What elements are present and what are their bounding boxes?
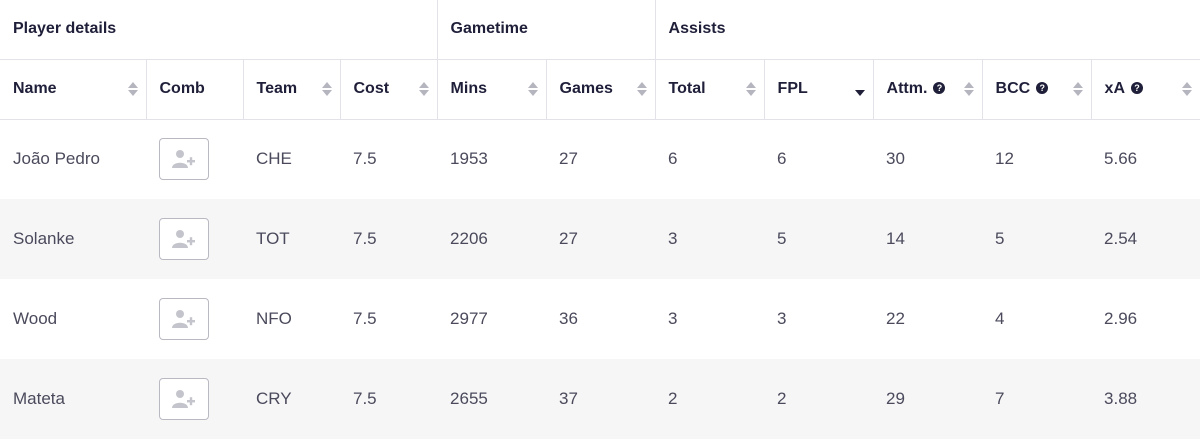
column-header-label: Team (256, 80, 298, 97)
comb-cell (146, 119, 243, 199)
column-header-comb: Comb (146, 59, 244, 120)
sort-arrows-icon[interactable] (527, 82, 538, 96)
add-player-button[interactable] (159, 298, 209, 340)
table-row: João Pedro CHE 7.5 1953 27 6 6 30 12 5.66 (0, 119, 1200, 199)
column-header-name[interactable]: Name (0, 59, 147, 120)
cell-fpl: 2 (777, 389, 787, 408)
column-header-label: Total (668, 80, 706, 97)
cell-mins: 2206 (450, 229, 488, 248)
sort-arrows-icon[interactable] (963, 82, 974, 96)
cell-games: 27 (559, 229, 578, 248)
cell-name: Mateta (13, 389, 65, 408)
cell-name: João Pedro (13, 149, 100, 169)
column-header-label: Mins (450, 80, 487, 97)
group-header-row: Player details Gametime Assists (0, 0, 1200, 60)
cell-team: CHE (256, 149, 292, 169)
group-header-gametime: Gametime (436, 0, 656, 60)
cell-total: 3 (668, 229, 678, 248)
cell-attm: 22 (886, 309, 905, 328)
column-header-label: BCC (995, 80, 1031, 97)
group-header-player-details: Player details (0, 0, 438, 60)
column-header-fpl[interactable]: FPL (764, 59, 874, 120)
cell-bcc: 7 (995, 389, 1005, 408)
cell-games: 37 (559, 389, 578, 408)
add-user-icon (172, 150, 195, 169)
sort-arrows-icon[interactable] (745, 82, 756, 96)
cell-cost: 7.5 (353, 149, 377, 169)
cell-mins: 2977 (450, 309, 488, 328)
column-header-label: Name (13, 80, 57, 97)
comb-cell (146, 199, 243, 279)
column-header-label: Comb (159, 80, 205, 97)
sort-arrows-icon[interactable] (418, 82, 429, 96)
cell-total: 3 (668, 309, 678, 328)
add-player-button[interactable] (159, 378, 209, 420)
column-header-row: Name Comb Team Cost Mins Games Total FPL Attm.? B… (0, 59, 1200, 120)
cell-team: TOT (256, 229, 290, 248)
column-header-bcc[interactable]: BCC? (982, 59, 1092, 120)
cell-bcc: 4 (995, 309, 1005, 328)
add-user-icon (172, 230, 195, 248)
cell-fpl: 6 (777, 149, 787, 169)
cell-total: 2 (668, 389, 678, 408)
cell-team: CRY (256, 389, 292, 408)
cell-cost: 7.5 (353, 229, 377, 248)
comb-cell (146, 279, 243, 359)
column-header-label: Cost (353, 80, 390, 97)
cell-bcc: 12 (995, 149, 1014, 169)
cell-fpl: 3 (777, 309, 787, 328)
column-header-team[interactable]: Team (243, 59, 341, 120)
table-row: Wood NFO 7.5 2977 36 3 3 22 4 2.96 (0, 279, 1200, 359)
table-row: Mateta CRY 7.5 2655 37 2 2 29 7 3.88 (0, 359, 1200, 439)
cell-fpl: 5 (777, 229, 787, 248)
cell-name: Solanke (13, 229, 75, 248)
sort-arrows-icon[interactable] (854, 82, 865, 96)
sort-arrows-icon[interactable] (321, 82, 332, 96)
add-user-icon (172, 310, 195, 328)
cell-attm: 29 (886, 389, 905, 408)
cell-xa: 2.96 (1104, 309, 1138, 328)
column-header-attm[interactable]: Attm.? (873, 59, 983, 120)
cell-attm: 30 (886, 149, 905, 169)
column-header-xa[interactable]: xA? (1091, 59, 1200, 120)
sort-arrows-icon[interactable] (636, 82, 647, 96)
comb-cell (146, 359, 243, 439)
table-body: João Pedro CHE 7.5 1953 27 6 6 30 12 5.66 Solanke T… (0, 119, 1200, 439)
sort-arrows-icon[interactable] (1182, 82, 1193, 96)
cell-mins: 2655 (450, 389, 488, 408)
cell-team: NFO (256, 309, 292, 328)
sort-arrows-icon[interactable] (1072, 82, 1083, 96)
cell-cost: 7.5 (353, 309, 377, 328)
column-header-cost[interactable]: Cost (340, 59, 438, 120)
column-header-games[interactable]: Games (546, 59, 656, 120)
cell-attm: 14 (886, 229, 905, 248)
add-player-button[interactable] (159, 138, 209, 181)
sort-arrows-icon[interactable] (127, 82, 138, 96)
question-circle-icon[interactable]: ? (1131, 81, 1143, 94)
column-header-mins[interactable]: Mins (437, 59, 547, 120)
column-header-label: xA (1104, 80, 1125, 97)
question-circle-icon[interactable]: ? (1036, 81, 1049, 94)
cell-mins: 1953 (450, 149, 488, 169)
column-header-label: FPL (777, 80, 808, 97)
add-player-button[interactable] (159, 218, 209, 260)
column-header-label: Attm. (886, 80, 928, 97)
cell-games: 27 (559, 149, 578, 169)
cell-games: 36 (559, 309, 578, 328)
table-row: Solanke TOT 7.5 2206 27 3 5 14 5 2.54 (0, 199, 1200, 279)
cell-cost: 7.5 (353, 389, 377, 408)
group-header-assists: Assists (654, 0, 1200, 60)
question-circle-icon[interactable]: ? (933, 81, 946, 94)
cell-name: Wood (13, 309, 58, 328)
cell-xa: 5.66 (1104, 149, 1138, 169)
cell-bcc: 5 (995, 229, 1005, 248)
cell-total: 6 (668, 149, 678, 169)
column-header-label: Games (559, 80, 613, 97)
cell-xa: 3.88 (1104, 389, 1138, 408)
column-header-total[interactable]: Total (655, 59, 765, 120)
cell-xa: 2.54 (1104, 229, 1138, 248)
add-user-icon (172, 390, 195, 408)
